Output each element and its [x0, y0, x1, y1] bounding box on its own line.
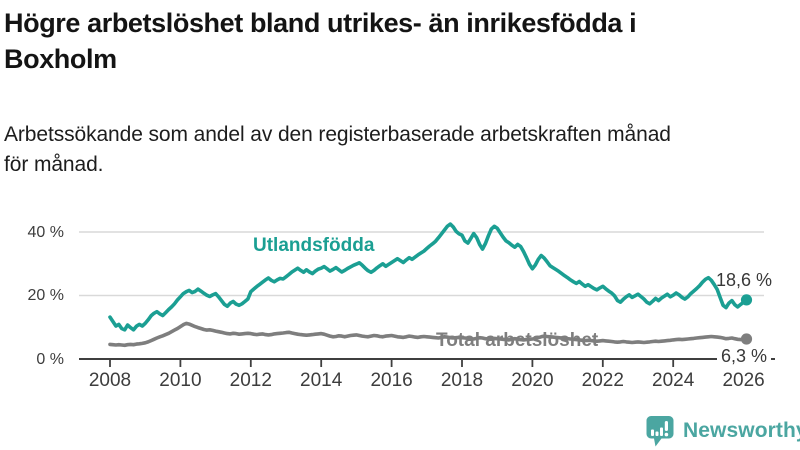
series-label-utlandsfodda: Utlandsfödda: [253, 235, 375, 256]
series-end-dot-utlandsfodda: [740, 294, 753, 306]
chart-subtitle-line1: Arbetssökande som andel av den registerb…: [4, 123, 671, 146]
x-tick-label: 2008: [88, 370, 132, 391]
y-tick-label: 0 %: [36, 350, 64, 368]
series-end-dot-total: [740, 333, 753, 345]
x-tick-label: 2026: [722, 370, 765, 391]
page-title-line2: Boxholm: [4, 44, 117, 74]
y-tick-label: 40 %: [27, 223, 64, 241]
end-value-label-utlandsfodda: 18,6 %: [715, 270, 772, 290]
series-line-utlandsfodda: [108, 222, 749, 332]
brand-name: Newsworthy: [683, 419, 800, 442]
series-line-total: [108, 321, 749, 348]
chart-subtitle: Arbetssökande som andel av den registerb…: [4, 120, 796, 180]
x-tick-label: 2020: [511, 370, 554, 391]
newsworthy-logo-icon: [646, 415, 674, 446]
x-tick-label: 2024: [652, 370, 695, 391]
chart-subtitle-line2: för månad.: [4, 153, 104, 176]
page-title-line1: Högre arbetslöshet bland utrikes- än inr…: [4, 8, 637, 38]
brand-footer: Newsworthy: [645, 415, 800, 447]
x-tick-label: 2012: [229, 370, 272, 391]
end-value-label-total: 6,3 %: [717, 346, 772, 367]
x-tick-label: 2018: [440, 370, 484, 391]
x-tick-label: 2014: [300, 370, 343, 391]
x-tick-label: 2022: [581, 370, 624, 391]
x-tick-label: 2016: [370, 370, 413, 391]
series-label-total-arbetsloshet: Total arbetslöshet: [436, 330, 599, 351]
page-title: Högre arbetslöshet bland utrikes- än inr…: [4, 5, 796, 77]
x-tick-label: 2010: [159, 370, 202, 391]
y-tick-label: 20 %: [27, 287, 64, 304]
